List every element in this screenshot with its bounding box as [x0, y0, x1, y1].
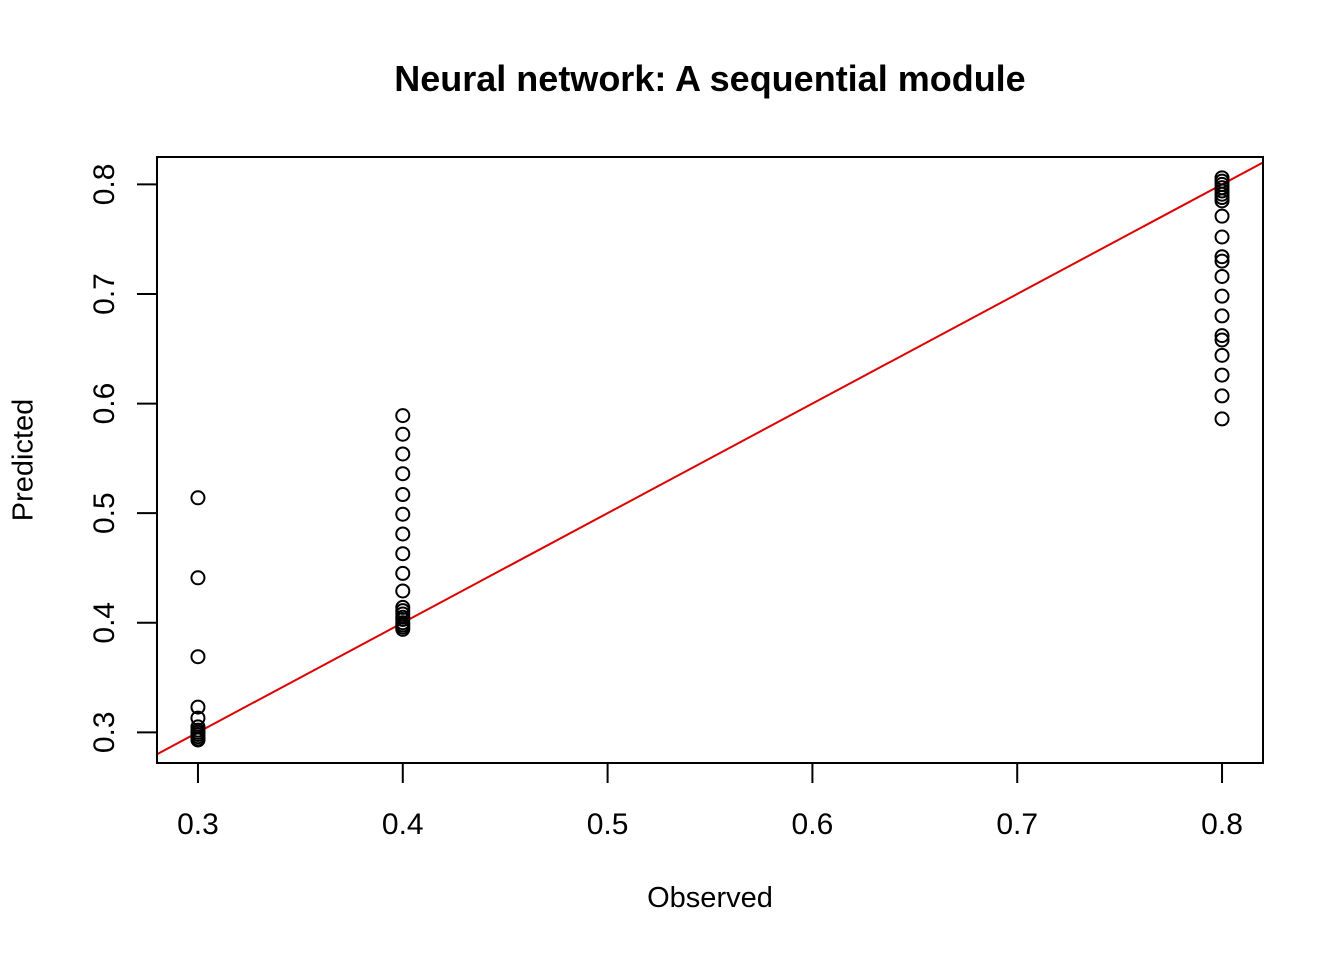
data-point — [1214, 388, 1230, 404]
data-point — [395, 546, 411, 562]
data-point — [395, 426, 411, 442]
data-point — [1214, 268, 1230, 284]
x-tick-label: 0.6 — [792, 808, 834, 841]
data-point — [1214, 328, 1230, 344]
y-axis-ticks: 0.3 0.4 0.5 0.6 0.7 0.8 — [88, 164, 158, 753]
data-point — [1214, 288, 1230, 304]
data-point — [190, 649, 206, 665]
data-point — [395, 506, 411, 522]
x-axis-label: Observed — [647, 882, 773, 914]
data-point — [395, 446, 411, 462]
data-point — [1214, 249, 1230, 265]
x-tick-label: 0.7 — [996, 808, 1038, 841]
data-point — [1214, 347, 1230, 363]
data-point — [190, 490, 206, 506]
data-point — [395, 487, 411, 503]
data-point — [395, 466, 411, 482]
y-tick-label: 0.6 — [88, 383, 121, 425]
data-point — [395, 583, 411, 599]
reference-line-group — [157, 161, 1263, 756]
data-point — [1214, 229, 1230, 245]
x-tick-label: 0.3 — [177, 808, 219, 841]
data-point — [395, 526, 411, 542]
y-tick-label: 0.5 — [88, 492, 121, 534]
y-tick-label: 0.7 — [88, 273, 121, 315]
x-tick-label: 0.5 — [587, 808, 629, 841]
data-points — [190, 170, 1230, 748]
reference-line — [157, 161, 1263, 756]
chart-title: Neural network: A sequential module — [394, 58, 1026, 99]
data-point — [1214, 332, 1230, 348]
data-point — [1214, 208, 1230, 224]
data-point — [190, 570, 206, 586]
data-point — [395, 621, 411, 637]
y-tick-label: 0.3 — [88, 711, 121, 753]
plot-frame — [156, 156, 1264, 764]
data-point — [395, 408, 411, 424]
data-point — [1214, 308, 1230, 324]
y-tick-label: 0.4 — [88, 602, 121, 644]
data-point — [1214, 193, 1230, 209]
data-point — [1214, 253, 1230, 269]
data-point — [1214, 411, 1230, 427]
x-axis-ticks: 0.3 0.4 0.5 0.6 0.7 0.8 — [177, 762, 1243, 841]
data-point — [1214, 367, 1230, 383]
x-tick-label: 0.8 — [1201, 808, 1243, 841]
data-point — [395, 565, 411, 581]
data-point — [190, 699, 206, 715]
data-point — [190, 732, 206, 748]
x-tick-label: 0.4 — [382, 808, 424, 841]
y-tick-label: 0.8 — [88, 164, 121, 206]
